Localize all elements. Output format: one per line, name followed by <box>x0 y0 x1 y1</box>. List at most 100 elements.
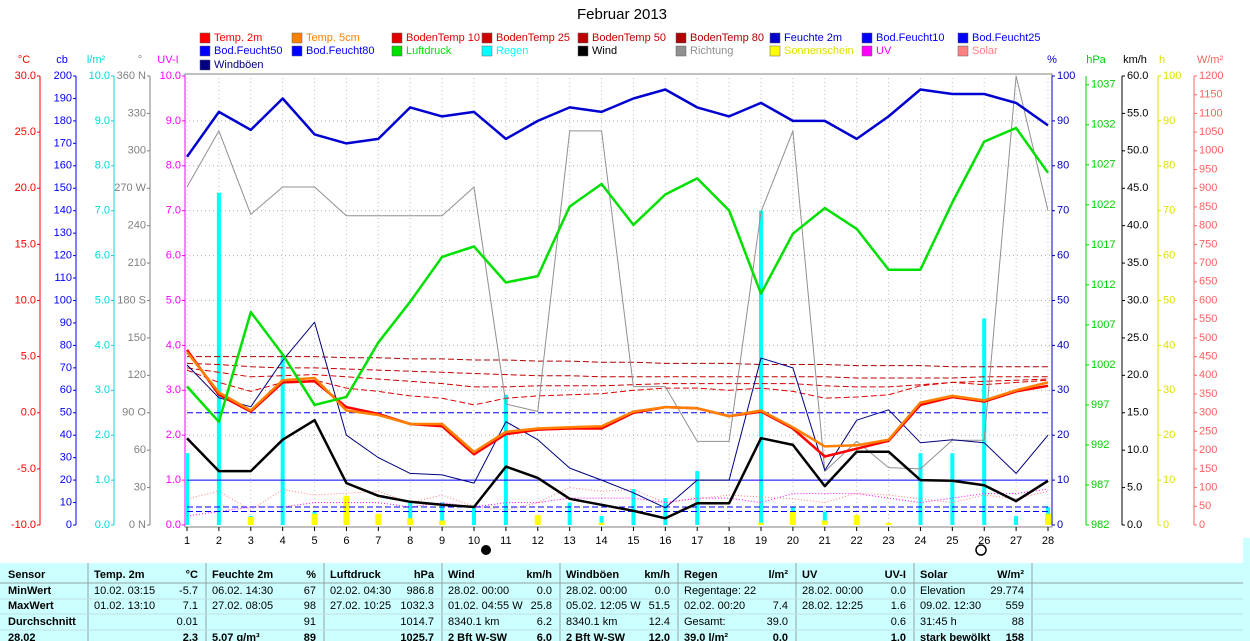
bar <box>950 453 955 525</box>
y-tick-label: 100 <box>54 294 72 306</box>
table-cell: Windböen <box>566 569 619 581</box>
y-tick-label: 1002 <box>1091 359 1115 371</box>
x-tick-label: 5 <box>311 535 317 547</box>
table-cell: 28.02. 12:25 <box>802 600 863 612</box>
x-tick-label: 27 <box>1010 535 1022 547</box>
y-tick-label: 997 <box>1091 399 1109 411</box>
x-tick-label: 14 <box>595 535 607 547</box>
legend-swatch <box>291 45 303 57</box>
y-tick-label: -10.0 <box>11 519 36 531</box>
y-tick-label: 900 <box>1199 182 1217 194</box>
y-tick-label: 400 <box>1199 369 1217 381</box>
table-cell: 0.01 <box>177 616 198 628</box>
y-tick-label: 9.0 <box>166 115 181 127</box>
y-tick-label: 150 <box>54 182 72 194</box>
y-tick-label: 987 <box>1091 479 1109 491</box>
axis-label: UV-I <box>157 54 178 66</box>
x-tick-label: 17 <box>691 535 703 547</box>
table-cell: 6.0 <box>537 632 552 641</box>
legend-label: Feuchte 2m <box>784 32 842 44</box>
y-tick-label: 10.0 <box>160 70 181 82</box>
x-tick-label: 18 <box>723 535 735 547</box>
y-tick-label: 1050 <box>1199 126 1223 138</box>
legend-label: Bod.Feucht10 <box>876 32 945 44</box>
y-tick-label: 10 <box>60 496 72 508</box>
x-tick-label: 21 <box>819 535 831 547</box>
y-tick-label: 200 <box>54 70 72 82</box>
y-tick-label: 1027 <box>1091 159 1115 171</box>
y-tick-label: 100 <box>1057 70 1075 82</box>
y-tick-label: 190 <box>54 92 72 104</box>
legend-swatch <box>957 32 969 44</box>
moon-new <box>481 545 491 555</box>
y-tick-label: 30.0 <box>1127 294 1148 306</box>
legend-label: Bod.Feucht50 <box>214 45 283 57</box>
series-line <box>186 321 1049 509</box>
table-cell: UV-I <box>885 569 906 581</box>
table-cell: 0.6 <box>891 616 906 628</box>
x-tick-label: 16 <box>659 535 671 547</box>
table-cell: stark bewölkt <box>920 632 991 641</box>
y-tick-label: 70 <box>1163 205 1175 217</box>
x-tick-label: 13 <box>564 535 576 547</box>
table-cell: 67 <box>304 585 316 597</box>
table-cell: 88 <box>1012 616 1024 628</box>
y-tick-label: 80 <box>1057 160 1069 172</box>
y-tick-label: 90 <box>60 317 72 329</box>
y-tick-label: 500 <box>1199 332 1217 344</box>
y-tick-label: 1012 <box>1091 279 1115 291</box>
table-cell: 0.0 <box>773 632 788 641</box>
y-tick-label: 150 <box>128 332 146 344</box>
legend-label: Sonnenschein <box>784 45 854 57</box>
table-cell: hPa <box>414 569 435 581</box>
y-tick-label: 9.0 <box>95 115 110 127</box>
bar <box>472 507 476 525</box>
legend-swatch <box>675 32 687 44</box>
legend-label: Wind <box>592 45 617 57</box>
y-tick-label: 70 <box>60 362 72 374</box>
table-cell: 02.02. 00:20 <box>684 600 745 612</box>
y-tick-label: 6.0 <box>95 250 110 262</box>
table-cell: 91 <box>304 616 316 628</box>
table-cell: 25.8 <box>531 600 552 612</box>
legend-label: Bod.Feucht25 <box>972 32 1041 44</box>
bar <box>1014 516 1019 525</box>
bar <box>185 453 189 525</box>
table-cell: 27.02. 08:05 <box>212 600 273 612</box>
axis-label: km/h <box>1123 54 1147 66</box>
y-tick-label: 20.0 <box>1127 369 1148 381</box>
y-tick-label: 1100 <box>1199 107 1223 119</box>
table-cell: 986.8 <box>406 585 434 597</box>
axis-label: ° <box>138 54 142 66</box>
table-cell: 1.6 <box>891 600 906 612</box>
y-tick-label: 240 <box>128 220 146 232</box>
table-cell: 559 <box>1006 600 1024 612</box>
table-row-label: MaxWert <box>8 600 54 612</box>
bar <box>534 515 541 525</box>
y-tick-label: 0.0 <box>95 519 110 531</box>
y-tick-label: 550 <box>1199 313 1217 325</box>
y-tick-label: 1000 <box>1199 145 1223 157</box>
legend-swatch <box>769 32 781 44</box>
table-cell: 39.0 <box>767 616 788 628</box>
y-tick-label: 1.0 <box>166 474 181 486</box>
y-tick-label: 800 <box>1199 220 1217 232</box>
table-cell: 98 <box>304 600 316 612</box>
y-tick-label: 140 <box>54 205 72 217</box>
y-tick-label: 10 <box>1163 474 1175 486</box>
bar <box>439 520 446 525</box>
table-cell: 0.0 <box>891 585 906 597</box>
legend-label: Windböen <box>214 59 264 71</box>
table-cell: 8340.1 km <box>566 616 617 628</box>
table-cell: 28.02. 00:00 <box>802 585 863 597</box>
legend-swatch <box>391 45 403 57</box>
y-tick-label: 20 <box>1163 429 1175 441</box>
table-cell: 0.0 <box>537 585 552 597</box>
y-tick-label: 210 <box>128 257 146 269</box>
legend-label: UV <box>876 45 892 57</box>
table-row-label: MinWert <box>8 585 52 597</box>
bar <box>789 511 796 525</box>
y-tick-label: 120 <box>54 250 72 262</box>
table-cell: Feuchte 2m <box>212 569 273 581</box>
